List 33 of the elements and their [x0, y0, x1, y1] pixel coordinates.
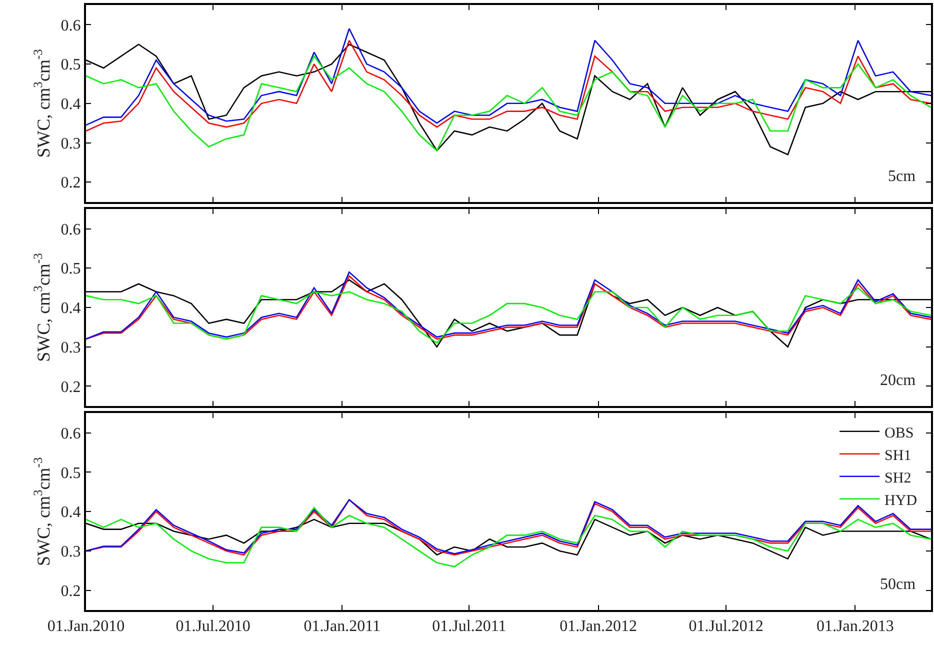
x-tick-label: 01.Jul.2010: [176, 618, 250, 636]
y-tick-label: 0.4: [60, 96, 81, 114]
y-tick-label: 0.5: [60, 464, 81, 482]
y-tick-label: 0.6: [60, 221, 81, 238]
legend-label: SH1: [884, 448, 912, 464]
x-tick-label: 01.Jul.2012: [688, 618, 764, 636]
y-tick-label: 0.3: [60, 135, 81, 152]
annotation: 20cm: [880, 372, 916, 389]
line-series: [86, 287, 931, 344]
y-tick-label: 0.6: [60, 425, 81, 442]
x-tick-label: 01.Jan.2010: [47, 618, 125, 636]
y-tick-label: 0.4: [60, 300, 81, 318]
legend-label: HYD: [884, 492, 918, 509]
y-tick-label: 0.5: [60, 260, 81, 278]
y-tick-label: 0.2: [60, 582, 81, 600]
line-series: [86, 28, 931, 126]
x-tick-label: 01.Jan.2011: [304, 618, 381, 636]
legend-label: SH2: [884, 470, 912, 486]
annotation: 5cm: [888, 168, 916, 185]
y-tick-label: 0.2: [60, 174, 81, 192]
y-tick-label: 0.3: [60, 544, 81, 561]
line-series: [86, 40, 931, 132]
y-tick-label: 0.6: [60, 17, 81, 34]
y-tick-label: 0.5: [60, 56, 81, 74]
y-tick-label: 0.3: [60, 339, 81, 356]
annotation: 50cm: [880, 576, 916, 593]
x-tick-label: 01.Jul.2011: [432, 618, 506, 636]
line-series: [86, 507, 931, 568]
x-tick-label: 01.Jan.2013: [816, 618, 894, 636]
x-tick-label: 01.Jan.2012: [560, 618, 637, 636]
y-tick-label: 0.2: [60, 378, 81, 396]
legend-label: OBS: [884, 425, 914, 442]
y-tick-label: 0.4: [60, 504, 81, 522]
